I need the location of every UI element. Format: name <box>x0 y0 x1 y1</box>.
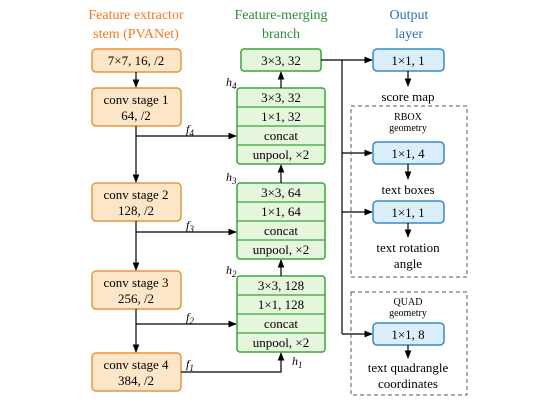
stem-box-stage3-line1: conv stage 3 <box>104 275 169 290</box>
quad-label-line2: coordinates <box>378 376 438 391</box>
f2-label: f2 <box>186 310 194 326</box>
stem-box-stage2-line2: 128, /2 <box>118 203 154 218</box>
header-merging-line1: Feature-merging <box>234 8 327 23</box>
merge-group-h2-row: unpool, ×2 <box>253 335 309 350</box>
merge-group-h4-row: concat <box>264 128 298 143</box>
score-map-label: score map <box>381 89 434 104</box>
merge-group-h3-row: concat <box>264 223 298 238</box>
quad-label-line1: text quadrangle <box>368 360 449 375</box>
stem-box-stage4-line2: 384, /2 <box>118 373 154 388</box>
output-rbox-boxes-text: 1×1, 4 <box>391 146 425 161</box>
rbox-title-line2: geometry <box>389 123 427 134</box>
quad-title-line2: geometry <box>389 308 427 319</box>
stem-box-stage3-line2: 256, /2 <box>118 291 154 306</box>
merge-group-h2-row: 3×3, 128 <box>258 278 304 293</box>
f1-label: f1 <box>186 357 194 373</box>
merge-group-h4-row: 3×3, 32 <box>261 90 301 105</box>
output-column: 1×1, 1 score map RBOX geometry 1×1, 4 te… <box>350 48 468 396</box>
header-merging-line2: branch <box>262 27 300 42</box>
output-routing <box>321 56 373 338</box>
stem-column: 7×7, 16, /2 conv stage 1 64, /2 conv sta… <box>91 48 182 392</box>
stem-box-stage2-line1: conv stage 2 <box>104 187 169 202</box>
header-feature-extractor-line2: stem (PVANet) <box>93 27 179 42</box>
f3-label: f3 <box>186 218 194 234</box>
merge-group-h3-row: 1×1, 64 <box>261 204 301 219</box>
rbox-panel <box>350 105 468 278</box>
quad-title-line1: QUAD <box>394 297 423 308</box>
merge-top-box-text: 3×3, 32 <box>261 53 301 68</box>
merge-group-h4-row: unpool, ×2 <box>253 147 309 162</box>
h3-label: h3 <box>226 170 237 186</box>
header-output-line1: Output <box>390 8 429 23</box>
merge-group-h3-row: unpool, ×2 <box>253 242 309 257</box>
merge-group-h3-row: 3×3, 64 <box>261 185 301 200</box>
lateral-connections: f4 f3 f2 f1 <box>136 122 237 373</box>
rbox-title-line1: RBOX <box>394 112 423 123</box>
f4-label: f4 <box>186 122 194 138</box>
text-rotation-label-line1: text rotation <box>376 240 440 255</box>
quad-panel <box>350 291 468 396</box>
merge-group-h2-row: concat <box>264 316 298 331</box>
merge-group-h2-row: 1×1, 128 <box>258 297 304 312</box>
output-score-box-text: 1×1, 1 <box>391 53 424 68</box>
text-rotation-label-line2: angle <box>394 256 422 271</box>
header-output-line2: layer <box>395 27 423 42</box>
merging-column: 3×3, 32 3×3, 32 1×1, 32 concat unpool, ×… <box>181 48 326 373</box>
output-quad-box-text: 1×1, 8 <box>391 327 424 342</box>
text-boxes-label: text boxes <box>381 182 434 197</box>
stem-box-stage4-line1: conv stage 4 <box>104 357 169 372</box>
stem-box-conv7-text: 7×7, 16, /2 <box>108 53 164 68</box>
h4-label: h4 <box>226 75 237 91</box>
merge-arrow-from-f1 <box>181 352 285 373</box>
output-rbox-angle-text: 1×1, 1 <box>391 205 424 220</box>
header-feature-extractor-line1: Feature extractor <box>88 8 184 23</box>
h2-label: h2 <box>226 263 237 279</box>
merge-group-h4-row: 1×1, 32 <box>261 109 301 124</box>
stem-box-stage1-line2: 64, /2 <box>121 108 151 123</box>
h1-label: h1 <box>292 354 303 370</box>
stem-box-stage1-line1: conv stage 1 <box>104 92 169 107</box>
